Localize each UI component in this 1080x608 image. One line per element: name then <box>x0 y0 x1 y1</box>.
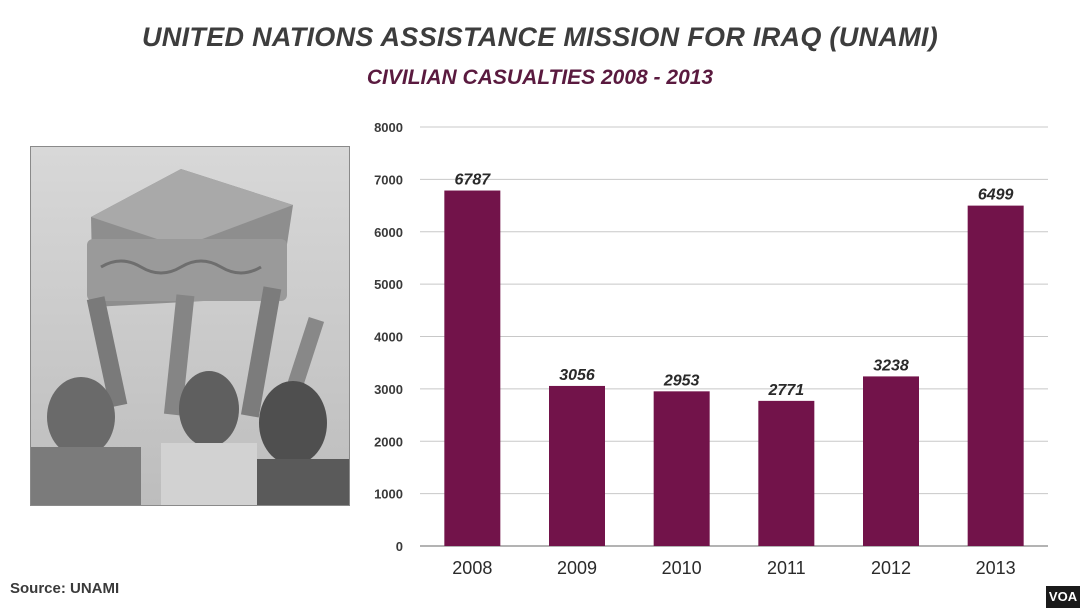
bar-2012 <box>863 376 919 546</box>
x-tick-label-2013: 2013 <box>976 558 1016 578</box>
y-tick-label: 4000 <box>374 330 403 345</box>
chart-gridlines <box>420 126 1048 547</box>
y-tick-label: 2000 <box>374 434 403 449</box>
y-tick-label: 3000 <box>374 382 403 397</box>
value-label-2009: 3056 <box>559 367 595 384</box>
voa-logo: VOA <box>1046 586 1080 608</box>
bar-2009 <box>549 385 605 546</box>
chart-bars <box>444 190 1024 546</box>
chart-subtitle: CIVILIAN CASUALTIES 2008 - 2013 <box>366 66 714 89</box>
x-tick-label-2008: 2008 <box>452 558 492 578</box>
value-label-2013: 6499 <box>978 187 1014 204</box>
value-label-2008: 6787 <box>455 172 492 189</box>
x-axis-ticks: 2008 2009 2010 2011 2012 2013 <box>452 558 1015 578</box>
value-label-2011: 2771 <box>768 382 805 399</box>
x-tick-label-2011: 2011 <box>767 558 806 578</box>
value-label-2012: 3238 <box>873 357 909 374</box>
x-tick-label-2010: 2010 <box>662 558 702 578</box>
funeral-photo <box>30 146 350 506</box>
value-label-2010: 2953 <box>663 372 700 389</box>
y-tick-label: 0 <box>396 539 403 554</box>
x-tick-label-2012: 2012 <box>871 558 911 578</box>
bar-2010 <box>653 391 710 546</box>
bar-2008 <box>444 190 501 546</box>
y-tick-label: 7000 <box>374 172 403 187</box>
y-tick-label: 8000 <box>374 120 403 135</box>
y-axis-ticks: 0 1000 2000 3000 4000 5000 6000 7000 8000 <box>374 120 403 554</box>
y-tick-label: 6000 <box>374 225 403 240</box>
bar-2011 <box>758 400 815 546</box>
x-tick-label-2009: 2009 <box>557 558 597 578</box>
y-tick-label: 5000 <box>374 277 403 292</box>
source-note: Source: UNAMI <box>10 580 120 597</box>
bar-2013 <box>967 205 1024 546</box>
chart-title: UNITED NATIONS ASSISTANCE MISSION FOR IR… <box>142 22 938 52</box>
bar-value-labels: 6787 3056 2953 2771 3238 6499 <box>455 172 1014 399</box>
y-tick-label: 1000 <box>374 487 403 502</box>
